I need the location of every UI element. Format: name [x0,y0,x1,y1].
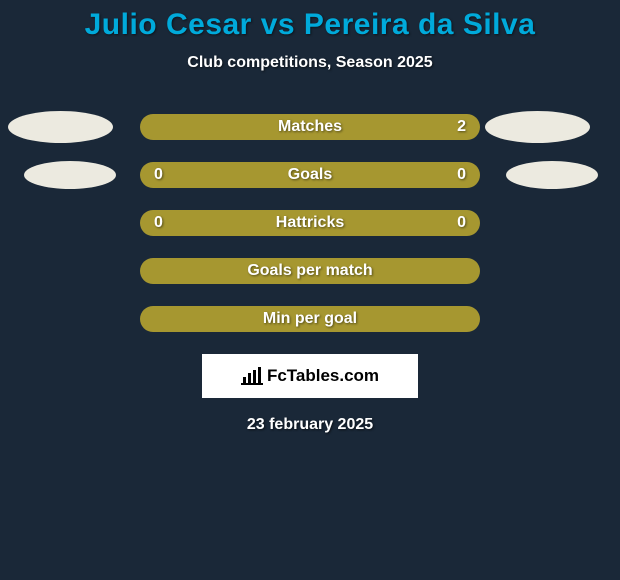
stat-left-value: 0 [154,166,163,184]
stat-label: Hattricks [276,214,344,232]
brand-badge: FcTables.com [202,354,418,398]
subtitle: Club competitions, Season 2025 [0,54,620,72]
stat-row-goals-per-match: Goals per match [0,258,620,284]
stat-label: Min per goal [263,310,357,328]
stat-row-min-per-goal: Min per goal [0,306,620,332]
stat-bar: 0 Goals 0 [140,162,480,188]
brand-text: FcTables.com [267,366,379,386]
stat-right-value: 0 [457,214,466,232]
stat-label: Goals per match [247,262,372,280]
stat-row-hattricks: 0 Hattricks 0 [0,210,620,236]
stat-label: Goals [288,166,332,184]
stat-row-matches: Matches 2 [0,114,620,140]
page-title: Julio Cesar vs Pereira da Silva [0,8,620,42]
stat-label: Matches [278,118,342,136]
bar-chart-icon [241,367,263,385]
stat-left-value: 0 [154,214,163,232]
comparison-infographic: Julio Cesar vs Pereira da Silva Club com… [0,0,620,434]
avatar-placeholder-left [8,111,113,143]
date-text: 23 february 2025 [0,416,620,434]
stat-bar: Matches 2 [140,114,480,140]
stat-right-value: 0 [457,166,466,184]
stat-bar: 0 Hattricks 0 [140,210,480,236]
avatar-placeholder-right-small [506,161,598,189]
stat-bar: Min per goal [140,306,480,332]
avatar-placeholder-left-small [24,161,116,189]
stat-right-value: 2 [457,118,466,136]
stat-row-goals: 0 Goals 0 [0,162,620,188]
stat-bar: Goals per match [140,258,480,284]
avatar-placeholder-right [485,111,590,143]
